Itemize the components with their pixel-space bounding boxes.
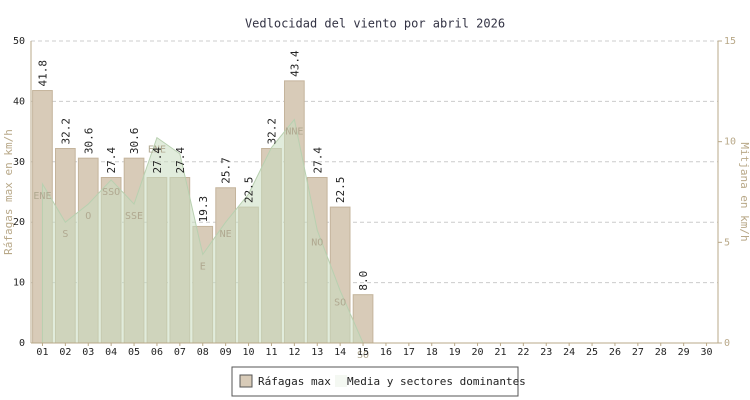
x-tick-label: 28	[655, 347, 667, 358]
legend-label: Ráfagas max	[258, 375, 331, 388]
direction-label: E	[200, 261, 206, 272]
y2-tick-label: 10	[724, 137, 736, 148]
x-tick-label: 12	[288, 347, 300, 358]
data-label: 22.5	[243, 177, 256, 204]
x-tick-label: 24	[563, 347, 575, 358]
y2-tick-label: 0	[724, 338, 730, 349]
chart-title: Vedlocidad del viento por abril 2026	[245, 17, 505, 31]
legend-label: Media y sectores dominantes	[347, 375, 526, 388]
direction-label: NNE	[285, 127, 303, 138]
x-tick-label: 30	[701, 347, 713, 358]
y-tick-label: 50	[13, 36, 25, 47]
y-axis-label: Ráfagas max en km/h	[2, 129, 15, 255]
x-tick-label: 19	[449, 347, 461, 358]
x-tick-label: 25	[586, 347, 598, 358]
x-tick-label: 05	[128, 347, 140, 358]
x-tick-label: 29	[678, 347, 690, 358]
x-tick-label: 16	[380, 347, 392, 358]
y-tick-label: 40	[13, 96, 25, 107]
x-tick-label: 23	[540, 347, 552, 358]
direction-label: S	[62, 229, 68, 240]
x-tick-label: 22	[517, 347, 529, 358]
x-tick-label: 08	[197, 347, 209, 358]
x-tick-label: 09	[220, 347, 232, 358]
data-label: 25.7	[220, 157, 233, 184]
x-tick-label: 17	[403, 347, 415, 358]
x-tick-label: 06	[151, 347, 163, 358]
data-label: 19.3	[197, 196, 210, 223]
y-tick-label: 10	[13, 278, 25, 289]
direction-label: SSO	[102, 187, 120, 198]
y-tick-label: 30	[13, 157, 25, 168]
x-tick-label: 26	[609, 347, 621, 358]
direction-label: SSE	[125, 211, 143, 222]
x-tick-label: 04	[105, 347, 117, 358]
x-tick-label: 20	[472, 347, 484, 358]
direction-label: NO	[311, 237, 323, 248]
data-label: 32.2	[59, 118, 72, 145]
x-tick-label: 14	[334, 347, 346, 358]
data-label: 41.8	[36, 60, 49, 87]
y2-tick-label: 5	[724, 237, 730, 248]
data-label: 27.4	[311, 147, 324, 174]
y-tick-label: 20	[13, 217, 25, 228]
data-label: 43.4	[288, 50, 301, 77]
legend-box	[231, 366, 519, 397]
data-label: 27.4	[151, 147, 164, 174]
x-tick-label: 27	[632, 347, 644, 358]
direction-label: O	[85, 211, 91, 222]
direction-label: ENE	[148, 145, 166, 156]
x-tick-label: 02	[59, 347, 71, 358]
x-tick-label: 07	[174, 347, 186, 358]
y-tick-label: 0	[19, 338, 25, 349]
x-tick-label: 11	[265, 347, 277, 358]
x-tick-label: 15	[357, 347, 369, 358]
data-label: 8.0	[357, 271, 370, 291]
x-tick-label: 03	[82, 347, 94, 358]
y2-tick-label: 15	[724, 36, 736, 47]
legend-swatch	[335, 375, 347, 387]
legend-swatch	[239, 374, 253, 388]
direction-label: NE	[220, 229, 232, 240]
data-label: 27.4	[105, 147, 118, 174]
data-label: 27.4	[174, 147, 187, 174]
x-tick-label: 10	[243, 347, 255, 358]
direction-label: ENE	[33, 191, 51, 202]
area	[41, 118, 364, 344]
direction-label: SO	[334, 298, 346, 309]
data-label: 22.5	[334, 177, 347, 204]
x-tick-label: 13	[311, 347, 323, 358]
data-label: 30.6	[128, 128, 141, 155]
data-label: 30.6	[82, 128, 95, 155]
direction-label: SO	[357, 350, 369, 361]
x-tick-label: 01	[36, 347, 48, 358]
x-tick-label: 21	[494, 347, 506, 358]
y2-axis-label: Mitjana en km/h	[738, 142, 750, 241]
x-tick-label: 18	[426, 347, 438, 358]
data-label: 32.2	[265, 118, 278, 145]
